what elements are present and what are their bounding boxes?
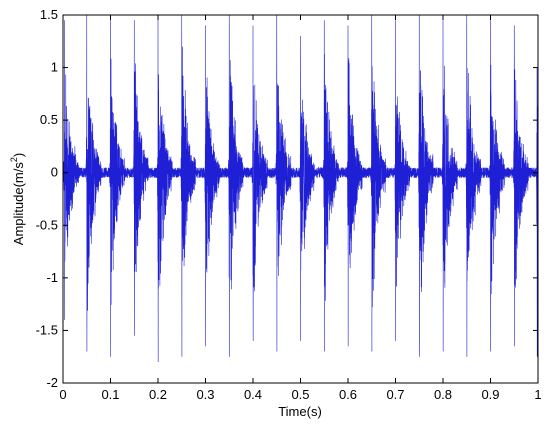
signal-line xyxy=(63,15,538,362)
x-tick-label: 0.6 xyxy=(339,387,357,402)
y-axis-ticks: -2 -1.5 -1 -0.5 0 0.5 1 1.5 xyxy=(36,7,538,390)
x-axis-label: Time(s) xyxy=(278,404,322,419)
y-tick-label: -0.5 xyxy=(36,217,58,232)
y-axis-label-main: Amplitude(m/s xyxy=(11,162,26,246)
x-tick-label: 0.7 xyxy=(386,387,404,402)
y-axis-label-suffix: ) xyxy=(11,153,26,157)
x-tick-label: 0.3 xyxy=(196,387,214,402)
y-tick-label: 1 xyxy=(51,60,58,75)
y-tick-label: -2 xyxy=(46,375,58,390)
x-tick-label: 0.2 xyxy=(149,387,167,402)
x-tick-label: 0.8 xyxy=(434,387,452,402)
y-tick-label: -1.5 xyxy=(36,322,58,337)
x-tick-label: 0.4 xyxy=(244,387,262,402)
x-tick-label: 0.1 xyxy=(101,387,119,402)
y-tick-label: 0.5 xyxy=(40,112,58,127)
x-tick-label: 1 xyxy=(534,387,541,402)
x-tick-label: 0 xyxy=(59,387,66,402)
y-axis-label: Amplitude(m/s2) xyxy=(9,153,26,245)
y-tick-label: 1.5 xyxy=(40,7,58,22)
y-axis-label-superscript: 2 xyxy=(9,157,19,162)
x-tick-label: 0.9 xyxy=(481,387,499,402)
x-axis-ticks: 0 0.1 0.2 0.3 0.4 0.5 0.6 0.7 0.8 0.9 1 xyxy=(59,15,542,402)
x-tick-label: 0.5 xyxy=(291,387,309,402)
y-tick-label: -1 xyxy=(46,270,58,285)
y-tick-label: 0 xyxy=(51,165,58,180)
